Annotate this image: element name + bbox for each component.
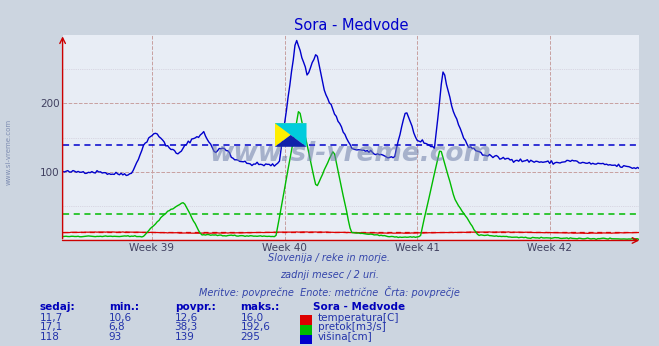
- Text: 6,8: 6,8: [109, 322, 125, 333]
- Text: www.si-vreme.com: www.si-vreme.com: [5, 119, 12, 185]
- Text: 11,7: 11,7: [40, 313, 63, 323]
- Text: 93: 93: [109, 332, 122, 342]
- Title: Sora - Medvode: Sora - Medvode: [294, 18, 408, 34]
- Text: povpr.:: povpr.:: [175, 302, 215, 312]
- Text: višina[cm]: višina[cm]: [318, 332, 372, 342]
- Polygon shape: [275, 123, 306, 147]
- Text: 12,6: 12,6: [175, 313, 198, 323]
- Text: zadnji mesec / 2 uri.: zadnji mesec / 2 uri.: [280, 270, 379, 280]
- Text: maks.:: maks.:: [241, 302, 280, 312]
- Polygon shape: [275, 123, 306, 147]
- Text: 16,0: 16,0: [241, 313, 264, 323]
- Text: www.si-vreme.com: www.si-vreme.com: [210, 141, 492, 167]
- Text: 295: 295: [241, 332, 260, 342]
- Text: Sora - Medvode: Sora - Medvode: [313, 302, 405, 312]
- Text: min.:: min.:: [109, 302, 139, 312]
- Text: Slovenija / reke in morje.: Slovenija / reke in morje.: [268, 253, 391, 263]
- Polygon shape: [275, 135, 306, 147]
- Text: 118: 118: [40, 332, 59, 342]
- Text: 139: 139: [175, 332, 194, 342]
- Text: 17,1: 17,1: [40, 322, 63, 333]
- Text: 38,3: 38,3: [175, 322, 198, 333]
- Text: Meritve: povprečne  Enote: metrične  Črta: povprečje: Meritve: povprečne Enote: metrične Črta:…: [199, 286, 460, 298]
- Text: pretok[m3/s]: pretok[m3/s]: [318, 322, 386, 333]
- Text: 192,6: 192,6: [241, 322, 270, 333]
- Text: 10,6: 10,6: [109, 313, 132, 323]
- Text: sedaj:: sedaj:: [40, 302, 75, 312]
- Text: temperatura[C]: temperatura[C]: [318, 313, 399, 323]
